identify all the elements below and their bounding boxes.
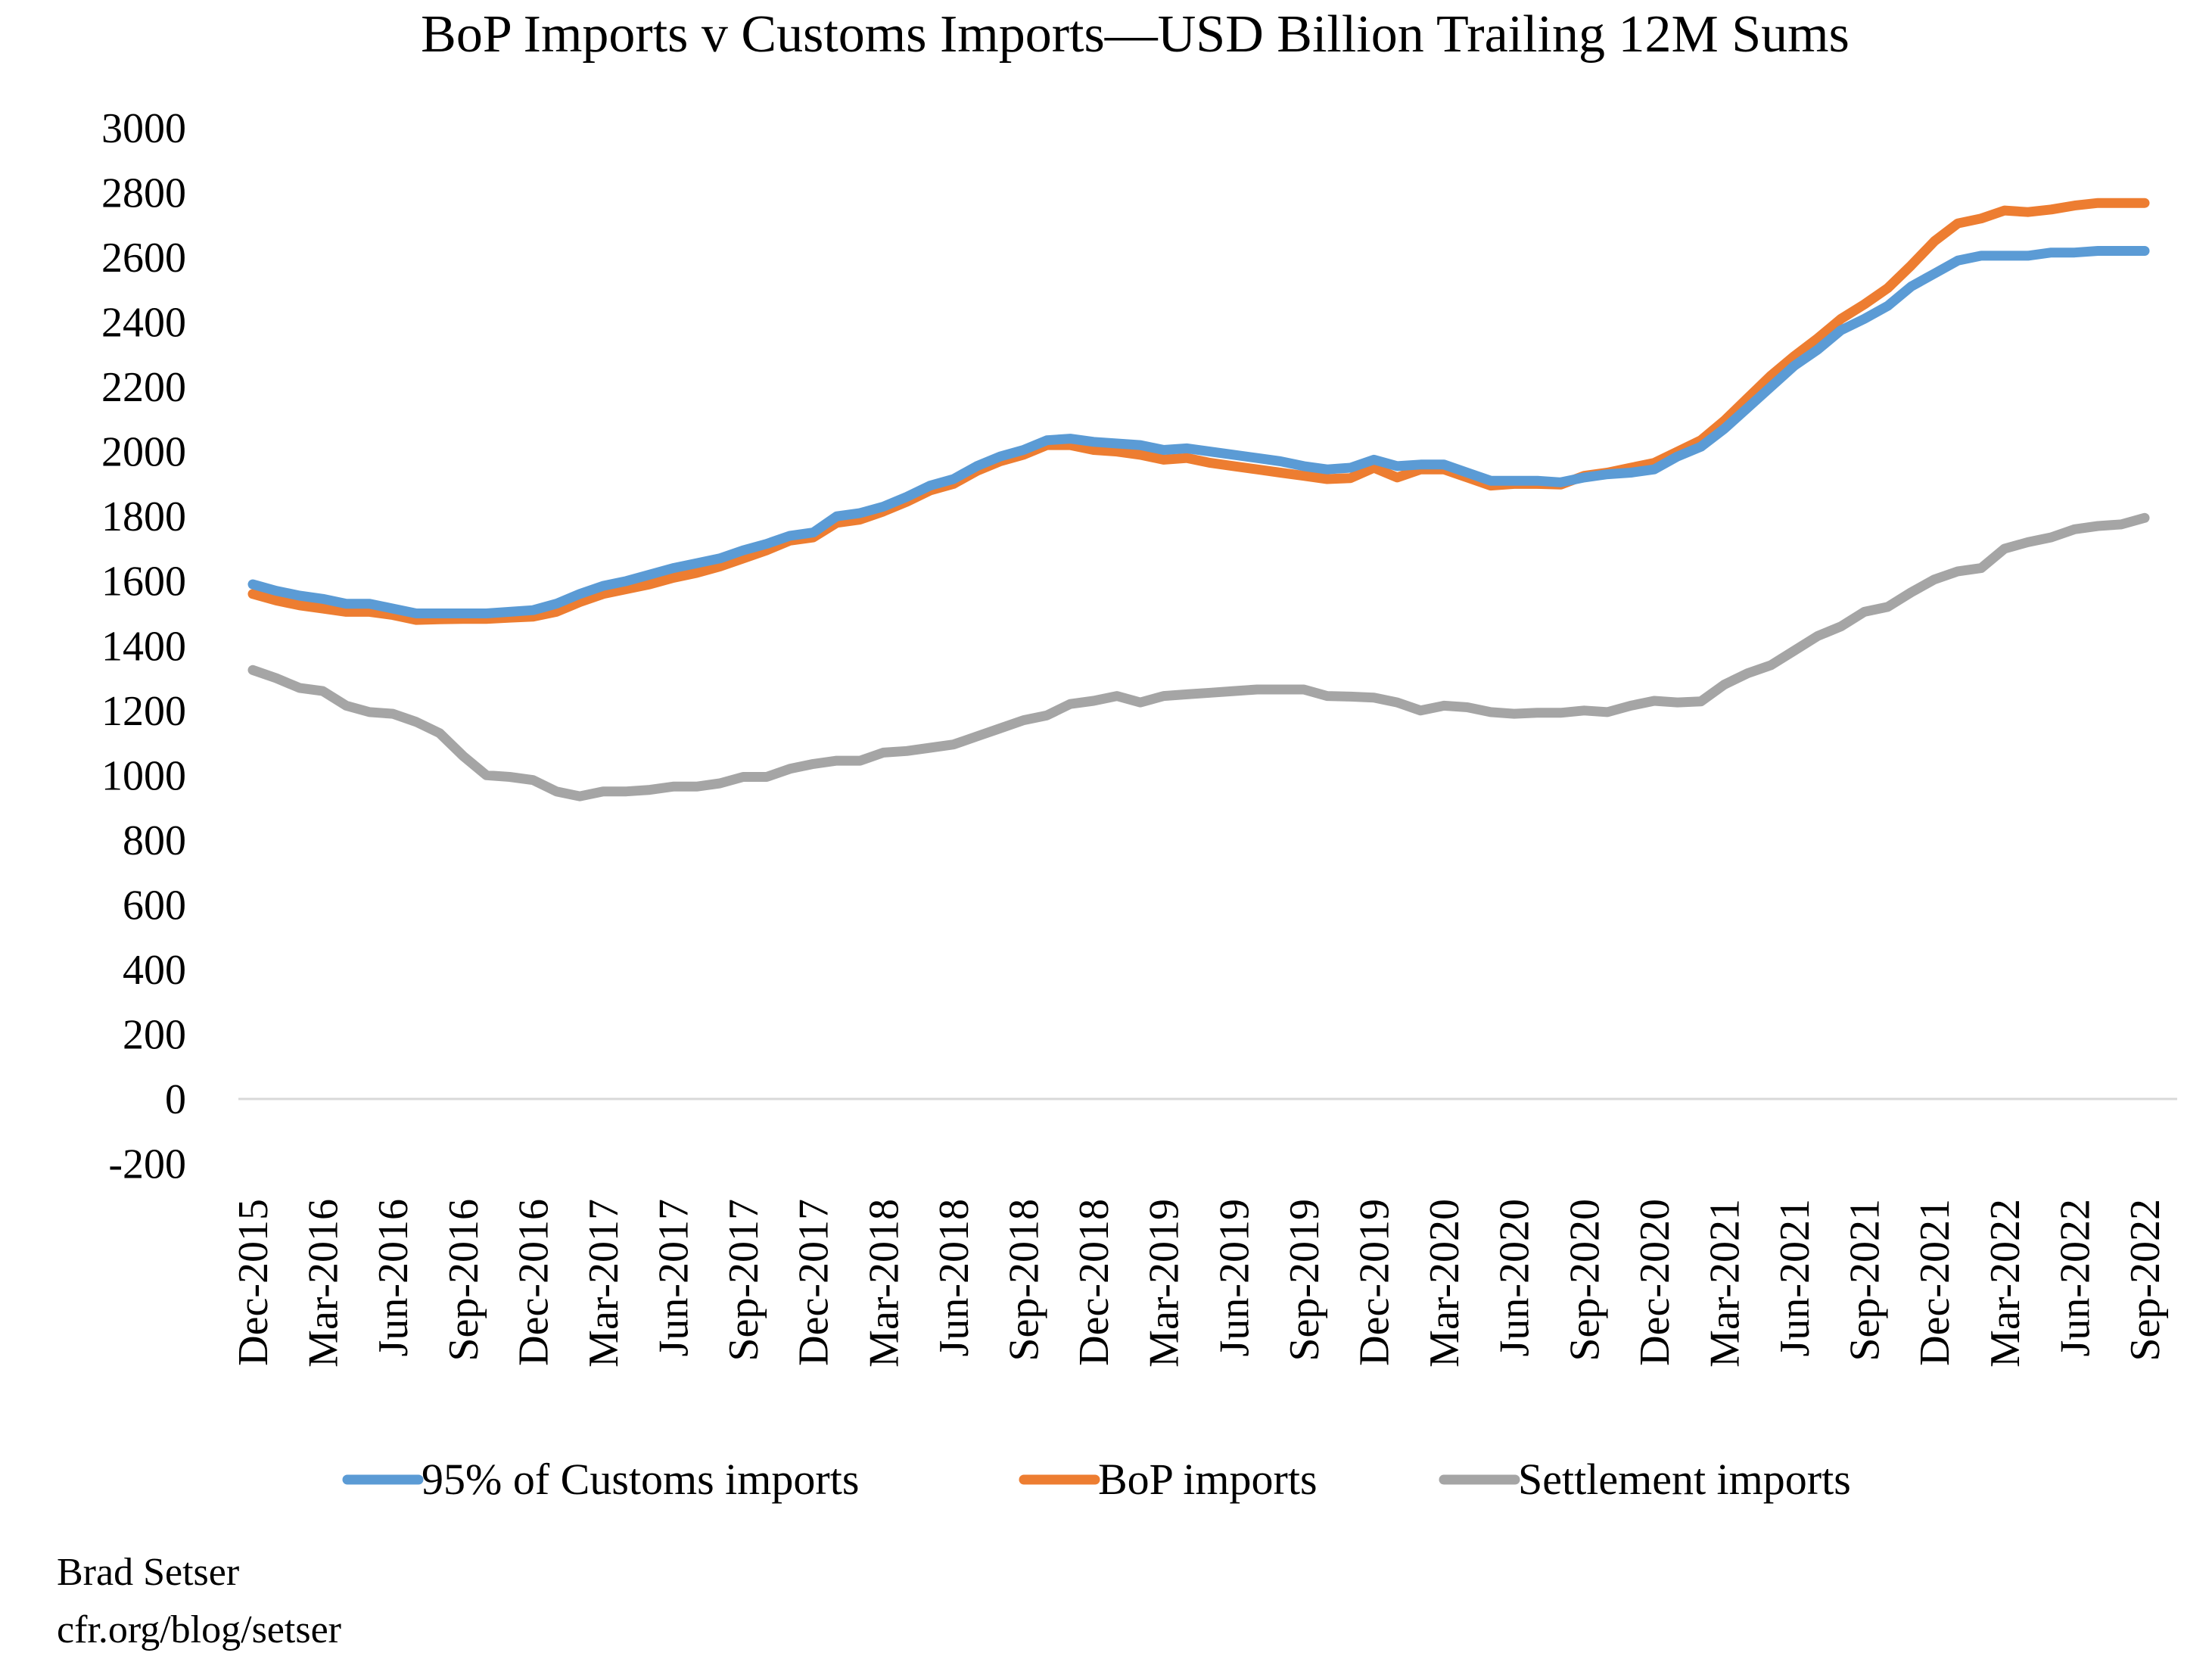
x-tick-label: Mar-2017: [580, 1199, 627, 1368]
x-tick-label: Jun-2022: [2052, 1199, 2098, 1356]
x-tick-label: Sep-2021: [1842, 1199, 1889, 1362]
x-tick-label: Jun-2018: [931, 1199, 978, 1356]
x-tick-label: Mar-2022: [1982, 1199, 2029, 1368]
x-tick-label: Dec-2016: [510, 1199, 557, 1366]
legend-label: 95% of Customs imports: [422, 1455, 859, 1504]
x-tick-label: Dec-2018: [1071, 1199, 1118, 1366]
x-tick-label: Dec-2020: [1632, 1199, 1678, 1366]
y-tick-label: 1400: [101, 623, 186, 670]
legend: 95% of Customs imports BoP imports Settlem…: [342, 1455, 1851, 1504]
x-tick-label: Jun-2019: [1211, 1199, 1258, 1356]
y-tick-label: 600: [123, 882, 186, 929]
y-tick-label: 1200: [101, 688, 186, 735]
x-tick-label: Sep-2019: [1281, 1199, 1328, 1362]
series-line-0: [247, 246, 2150, 618]
x-tick-label: Sep-2022: [2122, 1199, 2169, 1362]
y-tick-label: 1000: [101, 752, 186, 799]
x-tick-label: Dec-2019: [1351, 1199, 1398, 1366]
x-tick-label: Jun-2021: [1772, 1199, 1818, 1356]
y-tick-label: 2800: [101, 170, 186, 217]
x-axis: Dec-2015 Mar-2016 Jun-2016 Sep-2016 Dec-2016…: [230, 1199, 2169, 1368]
legend-label: Settlement imports: [1518, 1455, 1851, 1504]
x-tick-label: Jun-2017: [651, 1199, 698, 1356]
legend-label: BoP imports: [1098, 1455, 1318, 1504]
x-tick-label: Dec-2017: [791, 1199, 838, 1366]
x-tick-label: Mar-2020: [1421, 1199, 1468, 1368]
x-tick-label: Jun-2016: [370, 1199, 417, 1356]
y-tick-label: 3000: [101, 105, 186, 152]
chart-title: BoP Imports v Customs Imports—USD Billio…: [421, 5, 1850, 64]
x-tick-label: Sep-2018: [1001, 1199, 1048, 1362]
x-tick-label: Sep-2016: [440, 1199, 487, 1362]
x-tick-label: Jun-2020: [1492, 1199, 1538, 1356]
series-line-2: [247, 512, 2150, 801]
series-line-1: [247, 198, 2150, 625]
y-tick-label: 1600: [101, 559, 186, 605]
x-tick-label: Sep-2020: [1561, 1199, 1608, 1362]
y-axis: 3000280026002400220020001800160014001200…: [101, 105, 186, 1188]
y-tick-label: 200: [123, 1011, 186, 1058]
y-tick-label: 2400: [101, 300, 186, 347]
x-tick-label: Mar-2018: [860, 1199, 907, 1368]
x-tick-label: Mar-2019: [1141, 1199, 1188, 1368]
y-tick-label: 0: [165, 1076, 186, 1123]
series-lines: [247, 198, 2150, 801]
x-tick-label: Dec-2021: [1912, 1199, 1958, 1366]
y-tick-label: 800: [123, 817, 186, 864]
y-tick-label: 2200: [101, 364, 186, 411]
y-tick-label: 1800: [101, 493, 186, 540]
footer-source: cfr.org/blog/setser: [57, 1608, 341, 1651]
y-tick-label: 2600: [101, 235, 186, 282]
footer-author: Brad Setser: [57, 1551, 239, 1594]
x-tick-label: Mar-2016: [300, 1199, 347, 1368]
y-tick-label: -200: [108, 1141, 186, 1188]
y-tick-label: 400: [123, 947, 186, 994]
x-tick-label: Mar-2021: [1701, 1199, 1748, 1368]
y-tick-label: 2000: [101, 429, 186, 476]
x-tick-label: Dec-2015: [230, 1199, 277, 1366]
x-tick-label: Sep-2017: [720, 1199, 767, 1362]
